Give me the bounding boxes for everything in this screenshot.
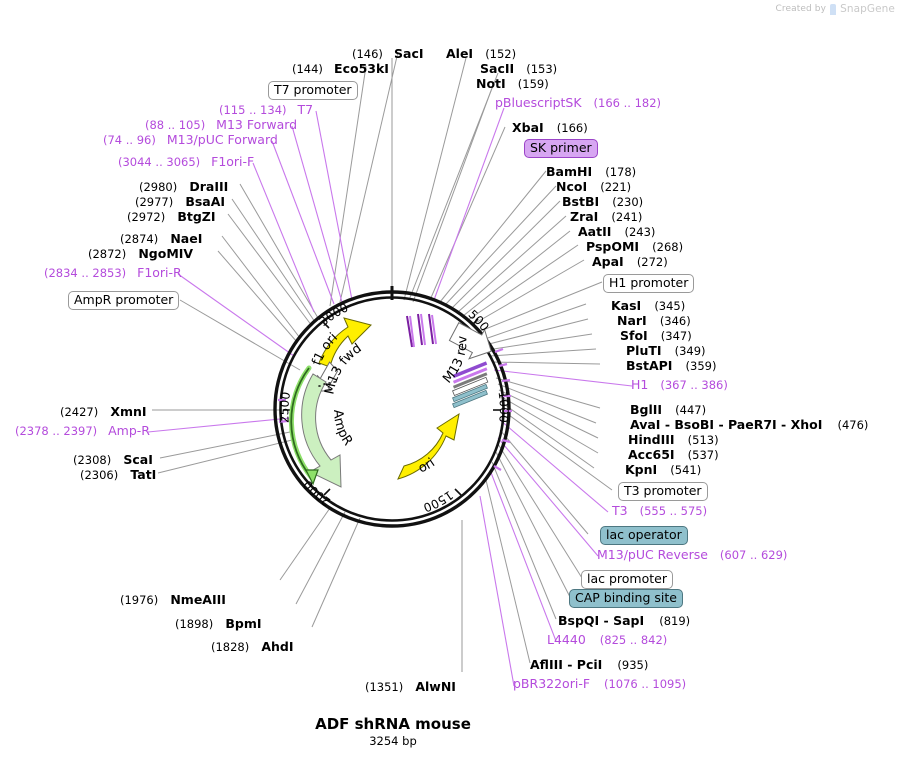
label-t3[interactable]: T3 (555 .. 575) xyxy=(612,503,708,518)
label-m13-forward[interactable]: (88 .. 105) M13 Forward xyxy=(145,117,298,132)
label-pluTI[interactable]: PluTI (349) xyxy=(626,343,706,358)
label-pbluescriptsk[interactable]: pBluescriptSK (166 .. 182) xyxy=(495,95,662,110)
label-pspOMI[interactable]: PspOMI (268) xyxy=(586,239,684,254)
label-bpmI[interactable]: (1898) BpmI xyxy=(175,616,262,631)
label-aatII[interactable]: AatII (243) xyxy=(578,224,656,239)
label-hindIII[interactable]: HindIII (513) xyxy=(628,432,719,447)
label-m13-puc-forward[interactable]: (74 .. 96) M13/pUC Forward xyxy=(103,132,278,147)
label-scaI[interactable]: (2308) ScaI xyxy=(73,452,153,467)
label-btgZI[interactable]: (2972) BtgZI xyxy=(127,209,216,224)
credit-prefix: Created by xyxy=(775,4,827,14)
label-lac-operator[interactable]: lac operator xyxy=(600,526,688,545)
label-m13-puc-reverse[interactable]: M13/pUC Reverse (607 .. 629) xyxy=(597,547,788,562)
label-zraI[interactable]: ZraI (241) xyxy=(570,209,643,224)
label-ngoMIV[interactable]: (2872) NgoMIV xyxy=(88,246,194,261)
label-h1-promoter[interactable]: H1 promoter xyxy=(603,274,695,293)
label-lac-promoter[interactable]: lac promoter xyxy=(581,570,673,589)
label-f1ori-r[interactable]: (2834 .. 2853) F1ori-R xyxy=(44,265,182,280)
label-acc65I[interactable]: Acc65I (537) xyxy=(628,447,719,462)
label-ampr-promoter[interactable]: AmpR promoter xyxy=(68,291,180,310)
label-sfoI[interactable]: SfoI (347) xyxy=(620,328,692,343)
label-bamHI[interactable]: BamHI (178) xyxy=(546,164,637,179)
label-alwNI[interactable]: (1351) AlwNI xyxy=(365,679,456,694)
label-ahdI[interactable]: (1828) AhdI xyxy=(211,639,294,654)
label-bglII[interactable]: BglII (447) xyxy=(630,402,707,417)
label-sacI-position: (146) xyxy=(352,47,383,61)
label-t7-primer[interactable]: (115 .. 134) T7 xyxy=(219,102,314,117)
label-draIII[interactable]: (2980) DraIII xyxy=(139,179,229,194)
label-t7-promoter[interactable]: T7 promoter xyxy=(268,81,358,100)
label-t3-promoter[interactable]: T3 promoter xyxy=(618,482,708,501)
label-aleI-position: (152) xyxy=(485,47,517,61)
label-notI[interactable]: NotI (159) xyxy=(476,75,549,91)
label-l4440[interactable]: L4440 (825 .. 842) xyxy=(547,632,668,647)
svg-text:ori: ori xyxy=(416,456,438,477)
label-sacI[interactable]: (146) SacI xyxy=(352,45,424,61)
label-f1ori-f[interactable]: (3044 .. 3065) F1ori-F xyxy=(118,154,255,169)
plasmid-title: ADF shRNA mouse xyxy=(315,715,471,733)
label-xmnI[interactable]: (2427) XmnI xyxy=(60,404,147,419)
label-eco53kI[interactable]: (144) Eco53kI xyxy=(292,61,389,76)
label-sacII[interactable]: SacII (153) xyxy=(480,60,557,76)
label-bstBI[interactable]: BstBI (230) xyxy=(562,194,644,209)
label-sacII-position: (153) xyxy=(526,62,558,76)
snapgene-brand: SnapGene xyxy=(840,3,895,15)
plasmid-size: 3254 bp xyxy=(369,734,417,748)
svg-text:3000: 3000 xyxy=(317,300,351,329)
label-narI[interactable]: NarI (346) xyxy=(617,313,691,328)
label-bstAPI[interactable]: BstAPI (359) xyxy=(626,358,717,373)
label-kasI[interactable]: KasI (345) xyxy=(611,298,686,313)
label-notI-position: (159) xyxy=(517,77,549,91)
label-pbr322ori-f[interactable]: pBR322ori-F (1076 .. 1095) xyxy=(513,676,687,691)
label-bspQI-sapI[interactable]: BspQI - SapI (819) xyxy=(558,613,691,628)
label-sacI-name: SacI xyxy=(394,46,424,61)
label-nmeAIII[interactable]: (1976) NmeAIII xyxy=(120,592,226,607)
label-aflIII-pciI[interactable]: AflIII - PciI (935) xyxy=(530,657,649,672)
label-bsaAI[interactable]: (2977) BsaAI xyxy=(135,194,226,209)
svg-text:AmpR: AmpR xyxy=(330,409,355,448)
label-aleI-name: AleI xyxy=(446,46,474,61)
svg-text:2000: 2000 xyxy=(300,478,333,509)
label-apaI[interactable]: ApaI (272) xyxy=(592,254,668,269)
label-notI-name: NotI xyxy=(476,76,506,91)
label-kpnI[interactable]: KpnI (541) xyxy=(625,462,702,477)
label-amp-r[interactable]: (2378 .. 2397) Amp-R xyxy=(15,423,150,438)
label-sacII-name: SacII xyxy=(480,61,515,76)
label-tatI[interactable]: (2306) TatI xyxy=(80,467,157,482)
snapgene-credit: Created by SnapGene xyxy=(776,3,895,15)
label-avaI-bsoBI-paeR7I-xhoI[interactable]: AvaI - BsoBI - PaeR7I - XhoI (476) xyxy=(630,417,869,432)
label-cap-binding-site[interactable]: CAP binding site xyxy=(569,589,683,608)
label-sk-primer[interactable]: SK primer xyxy=(524,139,598,158)
label-naeI[interactable]: (2874) NaeI xyxy=(120,231,203,246)
label-xbaI[interactable]: XbaI (166) xyxy=(512,120,588,135)
snapgene-logo-icon xyxy=(830,3,837,15)
label-ncoI[interactable]: NcoI (221) xyxy=(556,179,632,194)
label-aleI[interactable]: AleI (152) xyxy=(446,45,516,61)
label-h1[interactable]: H1 (367 .. 386) xyxy=(631,377,728,392)
